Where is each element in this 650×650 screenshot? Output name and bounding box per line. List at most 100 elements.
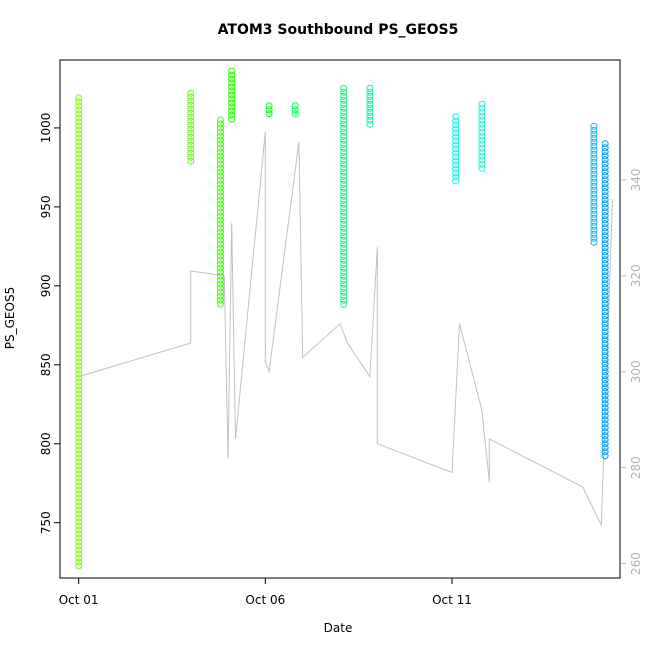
series-5 [291,102,299,118]
data-point [601,224,609,232]
data-point [217,140,224,148]
data-point [590,158,598,166]
data-point [340,224,348,232]
data-point [340,216,348,224]
data-point [228,91,236,99]
data-point [601,264,609,272]
data-point [75,314,83,322]
data-point [75,366,83,374]
data-point [601,152,609,160]
data-point [340,140,348,148]
data-point [75,522,83,530]
y-tick-label: 1000 [39,113,53,144]
data-point [217,268,224,276]
data-point [601,188,609,196]
y2-tick-label: 300 [629,360,643,383]
data-point [452,125,460,133]
data-point [340,132,348,140]
series-1 [187,89,195,165]
series-11 [601,140,609,460]
data-point [75,422,83,430]
data-point [340,168,348,176]
data-point [340,148,348,156]
data-point [217,252,224,260]
data-point [478,124,486,132]
data-point [75,174,83,182]
data-point [340,208,348,216]
data-point [75,206,83,214]
y2-tick-label: 280 [629,456,643,479]
data-point [187,133,195,141]
data-point [75,430,83,438]
data-point [340,240,348,248]
x-axis: Oct 01 Oct 06 Oct 11 [59,578,472,607]
data-point [75,266,83,274]
data-point [75,342,83,350]
data-point [601,324,609,332]
data-point [75,502,83,510]
data-point [228,83,236,91]
data-point [601,308,609,316]
data-point [601,444,609,452]
data-point [601,176,609,184]
data-point [75,110,83,118]
data-point [187,125,195,133]
data-point [601,440,609,448]
data-point [590,138,598,146]
data-point [340,124,348,132]
secondary-line-layer [78,131,613,526]
data-point [601,236,609,244]
data-point [217,176,224,184]
data-point [75,102,83,110]
data-point [601,252,609,260]
data-point [340,284,348,292]
data-point [601,140,609,148]
data-point [75,94,83,102]
data-point [75,406,83,414]
chart-title: ATOM3 Southbound PS_GEOS5 [218,22,459,38]
data-point [75,514,83,522]
data-point [340,244,348,252]
data-point [590,222,598,230]
data-point [75,462,83,470]
data-point [228,107,236,115]
data-point [601,164,609,172]
data-point [340,264,348,272]
data-point [590,126,598,134]
data-point [187,93,195,101]
data-point [590,182,598,190]
data-point [75,482,83,490]
data-point [452,145,460,153]
y2-tick-label: 320 [629,264,643,287]
data-point [366,88,374,96]
data-point [340,212,348,220]
data-point [217,124,224,132]
data-point [452,161,460,169]
data-point [217,236,224,244]
data-point [217,240,224,248]
data-point [75,510,83,518]
data-point [75,454,83,462]
data-point [601,452,609,460]
data-point [75,226,83,234]
data-point [75,178,83,186]
data-point [75,390,83,398]
data-point [590,238,598,246]
data-point [590,214,598,222]
data-point [75,238,83,246]
data-point [601,412,609,420]
data-point [340,232,348,240]
x-tick-label: Oct 06 [245,593,285,607]
data-point [75,446,83,454]
data-point [590,190,598,198]
y-tick-label: 850 [39,353,53,376]
data-point [601,248,609,256]
data-point [590,202,598,210]
data-point [217,292,224,300]
data-point [75,214,83,222]
data-point [75,114,83,122]
data-point [478,136,486,144]
data-point [340,184,348,192]
series-9 [478,100,486,172]
data-point [601,216,609,224]
